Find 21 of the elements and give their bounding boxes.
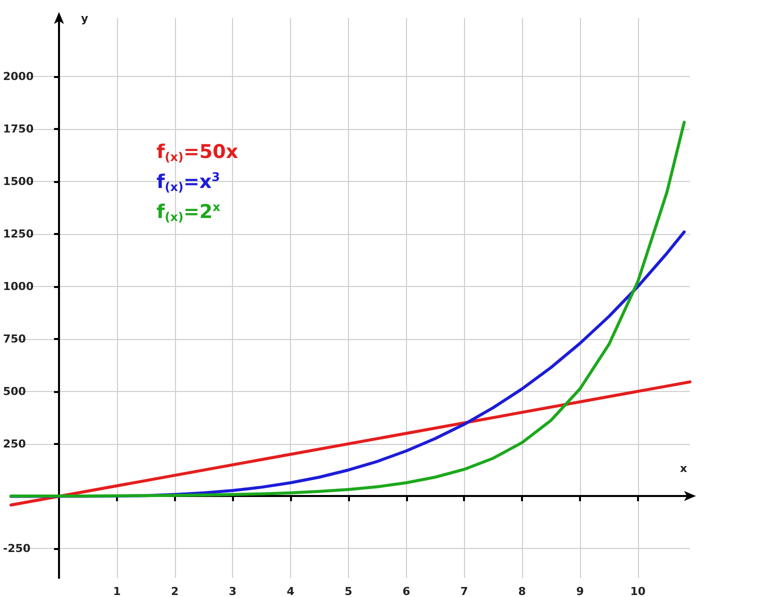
x-tick-label: 7 [460, 585, 468, 597]
x-tick-label: 3 [228, 585, 237, 597]
x-tick-label: 9 [576, 585, 584, 597]
x-tick-label: 6 [402, 585, 411, 597]
x-tick-label: 1 [113, 585, 121, 597]
x-tick-label: 5 [344, 585, 352, 597]
y-tick-label: 1000 [3, 280, 34, 293]
x-tick-label: 10 [630, 585, 646, 597]
x-tick-label: 4 [286, 585, 295, 597]
x-axis-title: x [680, 462, 688, 476]
y-tick-label: 1250 [3, 228, 34, 241]
x-tick-label: 8 [518, 585, 526, 597]
y-tick-label: 750 [3, 332, 26, 346]
y-tick-label: 1500 [3, 175, 34, 188]
x-tick-label: 2 [170, 585, 179, 597]
y-tick-label: 2000 [3, 70, 34, 84]
y-tick-label: -250 [3, 542, 31, 556]
y-tick-label: 500 [3, 384, 26, 398]
y-tick-label: 1750 [3, 122, 34, 136]
y-tick-label: 250 [3, 437, 26, 450]
y-axis-title: y [81, 12, 88, 25]
